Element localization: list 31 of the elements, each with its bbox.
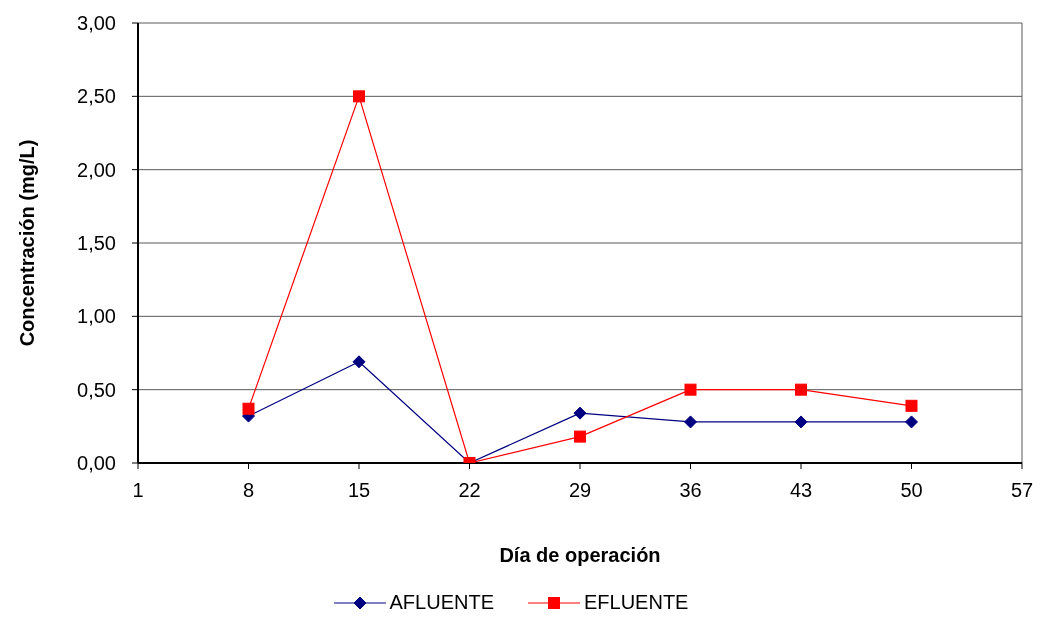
x-tick-label: 8 [242, 479, 255, 502]
point [905, 399, 918, 412]
y-tick-label: 0,50 [77, 378, 116, 401]
y-tick-label: 1,50 [77, 232, 116, 255]
point [794, 415, 808, 429]
point [905, 415, 918, 429]
y-tick-label: 2,00 [77, 158, 116, 181]
point [353, 90, 365, 103]
x-tick-label: 29 [568, 479, 592, 502]
y-tick-label: 0,00 [77, 452, 116, 475]
point [684, 415, 697, 429]
legend-label: AFLUENTE [389, 591, 494, 614]
y-tick-label: 2,50 [77, 85, 116, 108]
point [684, 383, 697, 396]
point [352, 355, 366, 369]
x-tick-label: 1 [132, 479, 144, 502]
x-tick-label: 43 [789, 479, 813, 502]
x-tick-label: 22 [458, 479, 481, 502]
x-tick-label: 50 [900, 479, 923, 502]
y-tick-label: 1,00 [77, 305, 116, 328]
point [795, 383, 807, 396]
point [242, 402, 255, 415]
x-tick-label: 36 [679, 479, 702, 502]
y-axis-title: Concentración (mg/L) [16, 139, 38, 347]
point [573, 406, 587, 420]
legend-label: EFLUENTE [584, 591, 689, 614]
x-tick-label: 57 [1010, 479, 1034, 502]
x-axis-title: Día de operación [499, 544, 661, 566]
y-tick-label: 3,00 [77, 12, 116, 35]
x-tick-label: 15 [347, 479, 371, 502]
point [574, 430, 586, 443]
